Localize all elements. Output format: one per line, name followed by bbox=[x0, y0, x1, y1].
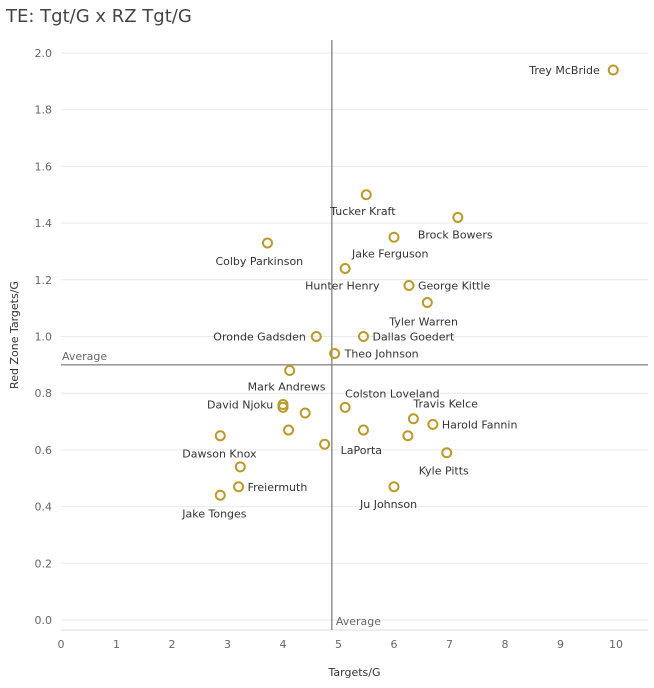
data-point bbox=[357, 424, 369, 436]
x-tick-label: 10 bbox=[609, 638, 623, 651]
x-tick-label: 6 bbox=[391, 638, 398, 651]
x-tick-label: 3 bbox=[224, 638, 231, 651]
point-label: Freiermuth bbox=[248, 481, 308, 494]
y-axis-label: Red Zone Targets/G bbox=[8, 281, 21, 389]
x-tick-label: 4 bbox=[280, 638, 287, 651]
point-label: Jake Ferguson bbox=[351, 247, 428, 260]
x-tick-label: 9 bbox=[557, 638, 564, 651]
y-tick-label: 0.4 bbox=[35, 501, 53, 514]
y-tick-label: 0.0 bbox=[35, 614, 53, 627]
data-point bbox=[441, 447, 453, 459]
data-point bbox=[339, 401, 351, 413]
data-point bbox=[427, 418, 439, 430]
data-point bbox=[234, 461, 246, 473]
data-point bbox=[319, 438, 331, 450]
point-label: Ju Johnson bbox=[359, 498, 417, 511]
y-tick-label: 2.0 bbox=[35, 47, 53, 60]
data-point bbox=[402, 430, 414, 442]
y-tick-label: 0.6 bbox=[35, 444, 53, 457]
point-labels: Trey McBride Tucker Kraft Brock Bowers Jake… bbox=[181, 64, 600, 520]
data-point bbox=[403, 279, 415, 291]
point-label: LaPorta bbox=[341, 444, 382, 457]
data-point bbox=[214, 489, 226, 501]
x-tick-label: 7 bbox=[446, 638, 453, 651]
x-average-label: Average bbox=[336, 615, 381, 628]
y-tick-label: 1.2 bbox=[35, 274, 53, 287]
data-point bbox=[452, 211, 464, 223]
reference-lines: Average Average bbox=[61, 40, 648, 630]
data-point bbox=[284, 365, 296, 377]
x-tick-label: 1 bbox=[113, 638, 120, 651]
data-point bbox=[407, 413, 419, 425]
data-point bbox=[339, 262, 351, 274]
data-point bbox=[283, 424, 295, 436]
data-point bbox=[360, 189, 372, 201]
y-tick-label: 0.8 bbox=[35, 387, 53, 400]
y-tick-label: 0.2 bbox=[35, 557, 53, 570]
x-axis-label: Targets/G bbox=[328, 666, 381, 679]
y-axis-ticks: 0.0 0.2 0.4 0.6 0.8 1.0 1.2 1.4 1.6 1.8 2.0 bbox=[35, 47, 53, 627]
point-label: Tyler Warren bbox=[388, 315, 458, 328]
point-label: Travis Kelce bbox=[412, 398, 478, 411]
data-point bbox=[607, 64, 619, 76]
point-label: Trey McBride bbox=[528, 64, 600, 77]
data-points bbox=[214, 64, 619, 501]
point-label: Tucker Kraft bbox=[329, 205, 396, 218]
x-axis-ticks: 0 1 2 3 4 5 6 7 8 9 10 bbox=[58, 638, 624, 651]
data-point bbox=[299, 407, 311, 419]
point-label: Harold Fannin bbox=[442, 418, 518, 431]
y-tick-label: 1.4 bbox=[35, 217, 53, 230]
data-point bbox=[233, 481, 245, 493]
y-tick-label: 1.8 bbox=[35, 104, 53, 117]
point-label: Colby Parkinson bbox=[215, 255, 303, 268]
point-label: David Njoku bbox=[207, 399, 273, 412]
point-label: Mark Andrews bbox=[248, 381, 326, 394]
x-tick-label: 0 bbox=[58, 638, 65, 651]
point-label: Dallas Goedert bbox=[372, 331, 455, 344]
data-point bbox=[388, 231, 400, 243]
y-average-label: Average bbox=[62, 350, 107, 363]
point-label: Hunter Henry bbox=[305, 279, 380, 292]
data-point bbox=[214, 430, 226, 442]
data-point bbox=[357, 331, 369, 342]
data-point bbox=[277, 401, 289, 413]
data-point bbox=[310, 331, 322, 342]
x-tick-label: 2 bbox=[169, 638, 176, 651]
point-label: Jake Tonges bbox=[181, 507, 247, 520]
y-tick-label: 1.0 bbox=[35, 331, 53, 344]
point-label: Colston Loveland bbox=[345, 387, 439, 400]
point-label: Kyle Pitts bbox=[419, 465, 469, 478]
data-point bbox=[388, 481, 400, 493]
chart-title: TE: Tgt/G x RZ Tgt/G bbox=[6, 6, 192, 27]
data-point bbox=[329, 348, 341, 360]
data-point bbox=[261, 237, 273, 249]
point-label: Brock Bowers bbox=[418, 228, 493, 241]
point-label: George Kittle bbox=[418, 279, 491, 292]
point-label: Theo Johnson bbox=[344, 348, 419, 361]
point-label: Oronde Gadsden bbox=[213, 331, 306, 344]
data-point bbox=[421, 296, 433, 308]
point-label: Dawson Knox bbox=[182, 448, 257, 461]
x-tick-label: 5 bbox=[335, 638, 342, 651]
y-tick-label: 1.6 bbox=[35, 160, 53, 173]
x-tick-label: 8 bbox=[502, 638, 509, 651]
gridlines bbox=[61, 52, 648, 631]
